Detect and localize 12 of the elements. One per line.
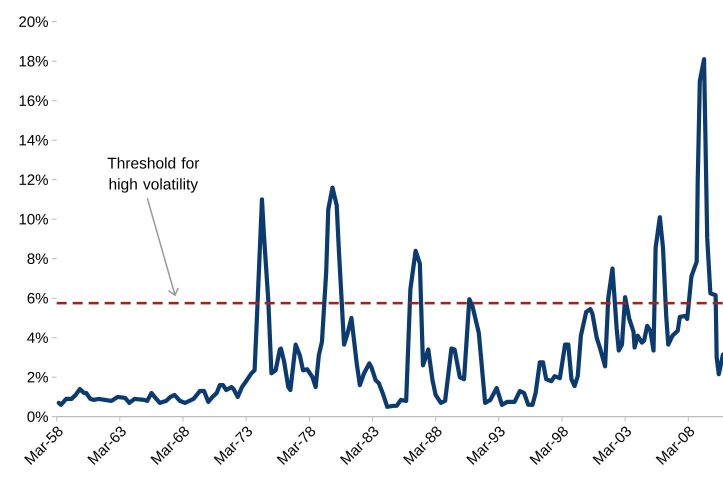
y-tick-label: 4% (27, 332, 48, 343)
y-tick-label: 18% (20, 56, 48, 66)
y-tick-label: 14% (20, 134, 48, 146)
y-tick-label: 20% (19, 16, 48, 27)
annotation: Threshold for high volatility (108, 157, 200, 193)
y-tick-label: 8% (27, 253, 48, 264)
y-tick-label: 2% (28, 372, 48, 382)
y-tick-label: 12% (20, 174, 48, 185)
y-tick-label: 0% (27, 411, 48, 422)
y-tick-label: 16% (20, 95, 48, 106)
y-tick-label: 10% (20, 214, 48, 224)
y-tick-label: 6% (28, 292, 48, 304)
